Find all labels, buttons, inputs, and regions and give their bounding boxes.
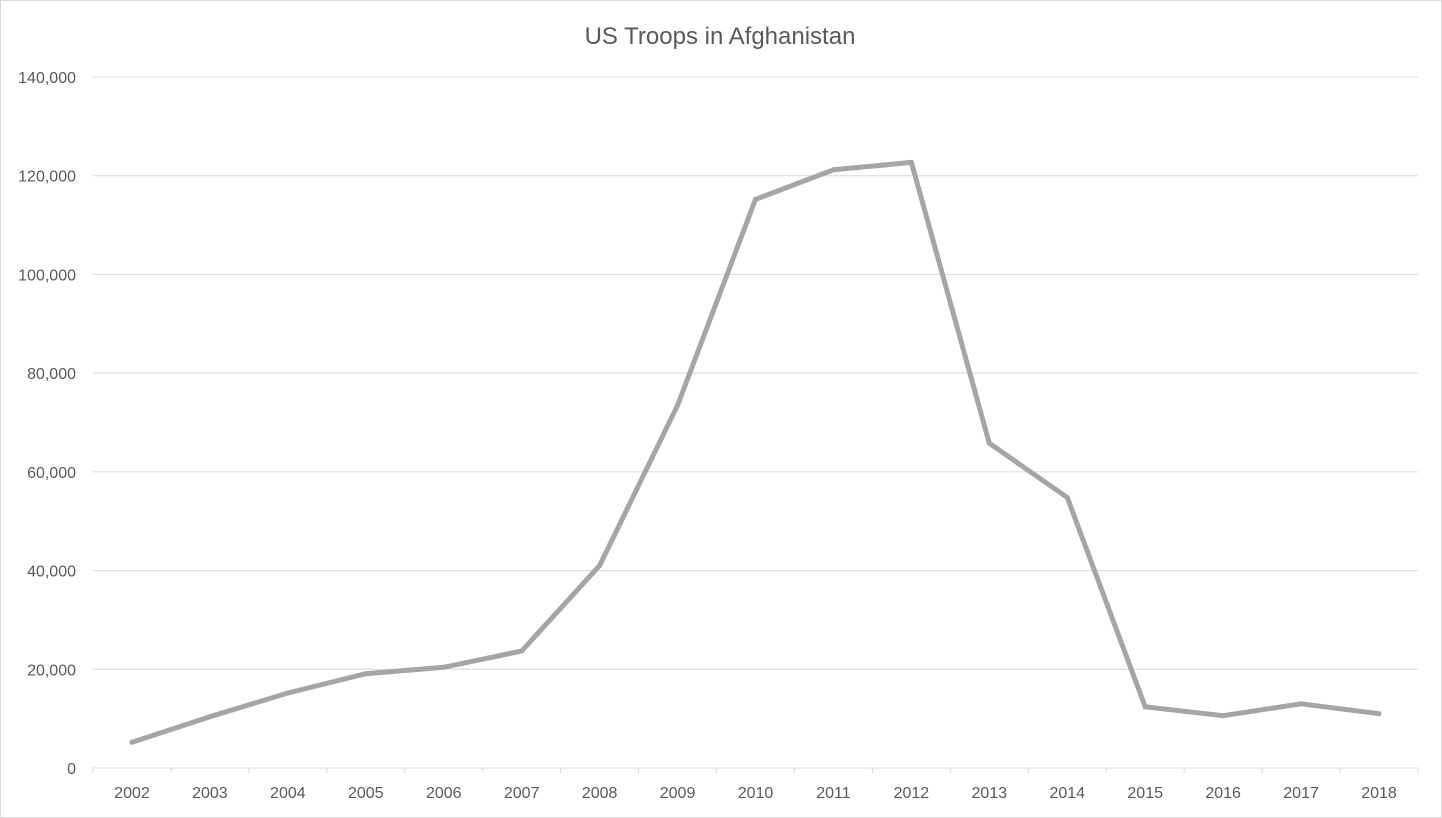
y-tick-label: 80,000: [27, 366, 76, 383]
x-tick-label: 2013: [972, 785, 1008, 802]
x-tick-label: 2017: [1283, 785, 1319, 802]
data-series: [129, 159, 1382, 745]
y-tick-label: 60,000: [27, 465, 76, 482]
x-tick-label: 2018: [1361, 785, 1397, 802]
data-point: [441, 664, 447, 670]
x-tick-label: 2014: [1049, 785, 1085, 802]
x-tick-label: 2015: [1127, 785, 1163, 802]
data-point: [1298, 701, 1304, 707]
x-tick-label: 2007: [504, 785, 540, 802]
data-point: [830, 167, 836, 173]
data-point: [129, 739, 135, 745]
data-point: [1220, 713, 1226, 719]
data-point: [207, 714, 213, 720]
x-tick-label: 2005: [348, 785, 384, 802]
gridlines: [92, 76, 1419, 773]
x-tick-label: 2016: [1205, 785, 1241, 802]
data-point: [1064, 495, 1070, 501]
y-tick-label: 120,000: [18, 169, 76, 186]
y-tick-label: 0: [67, 761, 76, 778]
data-point: [597, 563, 603, 569]
x-axis-tick-labels: 2002 2003 2004 2005 2006 2007 2008 2009 2010 2011…: [114, 785, 1397, 802]
x-tick-label: 2004: [270, 785, 306, 802]
data-point: [675, 402, 681, 408]
data-point: [363, 671, 369, 677]
x-tick-label: 2010: [738, 785, 774, 802]
series-line: [129, 159, 1382, 745]
x-tick-label: 2008: [582, 785, 618, 802]
y-tick-label: 100,000: [18, 267, 76, 284]
x-tick-label: 2006: [426, 785, 462, 802]
x-tick-label: 2011: [816, 785, 851, 802]
x-tick-label: 2003: [192, 785, 228, 802]
chart-title: US Troops in Afghanistan: [585, 23, 856, 50]
y-tick-label: 40,000: [27, 564, 76, 581]
x-tick-label: 2009: [660, 785, 696, 802]
data-point: [753, 196, 758, 202]
data-point: [908, 159, 914, 165]
data-point: [1376, 711, 1382, 717]
y-axis-tick-labels: 0 20,000 40,000 60,000 80,000 100,000 120,000 1…: [18, 70, 76, 778]
y-tick-label: 140,000: [18, 70, 76, 87]
data-point: [285, 690, 291, 696]
data-point: [1142, 704, 1148, 710]
x-tick-label: 2012: [894, 785, 930, 802]
data-point: [519, 648, 525, 654]
y-tick-label: 20,000: [27, 662, 76, 679]
x-tick-label: 2002: [114, 785, 150, 802]
data-point: [986, 440, 992, 446]
